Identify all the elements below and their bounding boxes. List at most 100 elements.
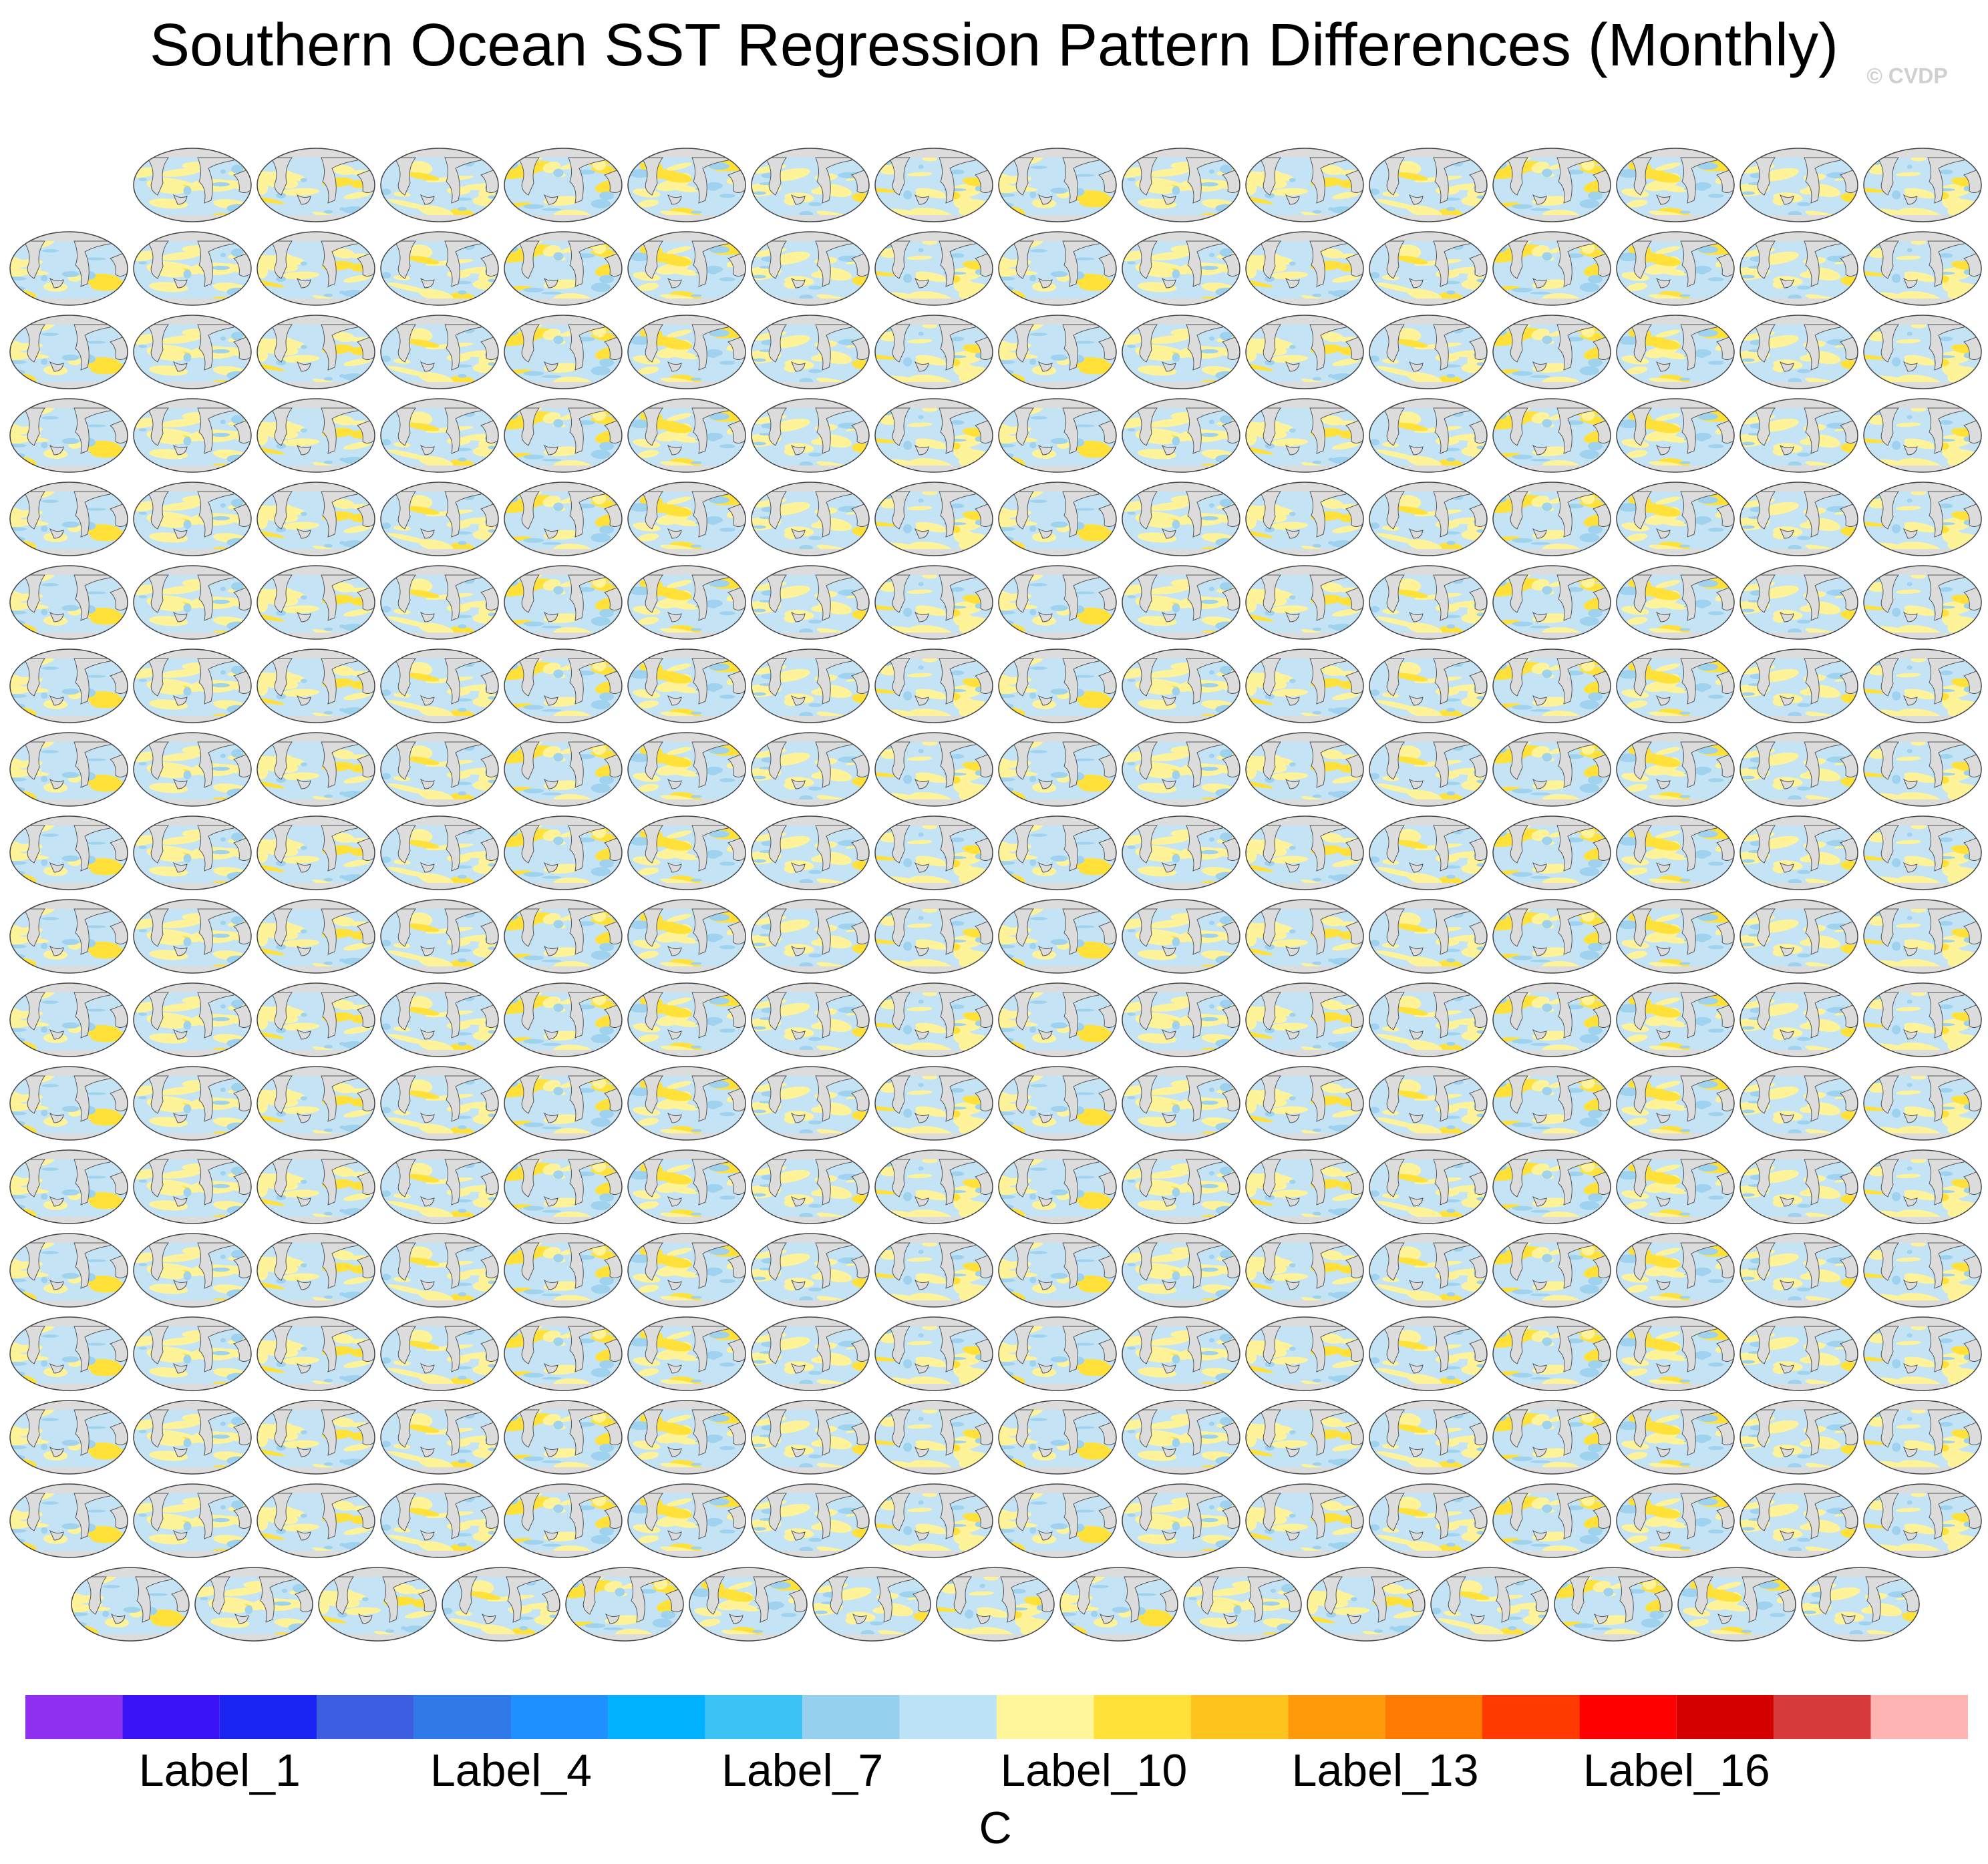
map-panel	[241, 816, 385, 900]
map-panel	[1230, 983, 1374, 1067]
map-panel	[1617, 733, 1752, 808]
map-panel	[852, 1317, 993, 1394]
map-panel	[1617, 1150, 1752, 1226]
map-panel	[628, 1150, 764, 1226]
map-panel	[488, 1307, 633, 1394]
map-panel	[1729, 466, 1880, 579]
map-panel	[1110, 558, 1254, 646]
map-panel	[852, 315, 993, 392]
map-panel	[852, 1401, 993, 1477]
map-panel	[241, 1484, 385, 1568]
map-panel	[1230, 1317, 1374, 1401]
map-panel	[365, 649, 512, 745]
colorbar-box	[997, 1695, 1094, 1739]
map-panel	[0, 649, 134, 733]
colorbar-label: Label_7	[721, 1745, 883, 1796]
map-panel	[689, 1567, 825, 1643]
map-panel	[1729, 383, 1880, 496]
map-panel	[852, 482, 993, 559]
colorbar-box	[1774, 1695, 1871, 1739]
map-panel	[0, 1484, 134, 1567]
map-panel	[970, 148, 1122, 232]
map-panel	[628, 1401, 764, 1476]
map-panel	[628, 315, 764, 391]
map-panel	[741, 1134, 891, 1247]
map-panel	[1230, 315, 1374, 399]
map-panel	[802, 1551, 953, 1664]
colorbar-box	[1288, 1695, 1385, 1739]
map-panel	[365, 1150, 512, 1246]
map-panel	[1617, 983, 1752, 1059]
map-panel	[628, 816, 764, 892]
map-panel	[1110, 1393, 1254, 1481]
map-panel	[1354, 1234, 1500, 1330]
map-panel	[303, 1567, 447, 1652]
map-panel	[741, 216, 891, 329]
map-panel	[43, 1567, 194, 1651]
colorbar-box	[25, 1695, 123, 1739]
colorbar-box	[705, 1695, 803, 1739]
colorbar-label: Label_4	[430, 1745, 592, 1796]
map-panel	[1354, 232, 1500, 328]
map-panel	[970, 649, 1122, 733]
map-panel	[1230, 1484, 1374, 1568]
map-panel	[852, 1234, 993, 1310]
map-panel	[1477, 806, 1622, 893]
map-panel	[852, 566, 993, 642]
map-panel	[365, 1317, 512, 1413]
map-panel	[122, 1143, 265, 1230]
colorbar-box	[802, 1695, 900, 1739]
map-panel	[122, 725, 265, 813]
map-panel	[488, 556, 633, 642]
map-panel	[1841, 1234, 1982, 1310]
map-panel	[1110, 391, 1254, 479]
map-panel	[741, 633, 891, 746]
map-panel	[970, 399, 1122, 482]
map-panel	[852, 399, 993, 476]
map-panel	[1110, 642, 1254, 729]
map-panel	[628, 399, 764, 474]
map-panel	[1617, 1401, 1752, 1476]
map-panel	[970, 232, 1122, 315]
map-panel	[1354, 399, 1500, 495]
map-panel	[488, 138, 633, 225]
watermark: © CVDP	[1866, 63, 1947, 87]
map-panel	[628, 1317, 764, 1392]
map-panel	[1477, 723, 1622, 809]
colorbar-box	[899, 1695, 997, 1739]
map-panel	[1477, 1140, 1622, 1227]
map-panel	[241, 482, 385, 566]
map-panel	[365, 900, 512, 996]
map-panel	[1729, 1051, 1880, 1163]
map-panel	[1354, 148, 1500, 244]
map-panel	[427, 1567, 573, 1664]
map-panel	[628, 649, 764, 725]
map-panel	[365, 983, 512, 1079]
map-panel	[1841, 315, 1982, 392]
map-panel	[741, 132, 891, 245]
map-panel	[365, 1401, 512, 1497]
map-panel	[741, 1468, 891, 1581]
figure-title: Southern Ocean SST Regression Pattern Di…	[150, 12, 1838, 79]
map-panel	[0, 900, 134, 983]
map-panel	[122, 1226, 265, 1314]
map-panel	[122, 1477, 265, 1564]
map-panel	[488, 973, 633, 1060]
colorbar-box	[1676, 1695, 1774, 1739]
map-panel	[1841, 816, 1982, 893]
map-panel	[1230, 566, 1374, 650]
map-panel	[1230, 1401, 1374, 1485]
map-panel	[1841, 1401, 1982, 1477]
map-panel	[1729, 633, 1880, 746]
map-panel	[1477, 1474, 1622, 1561]
map-panel	[1354, 1317, 1500, 1413]
map-panel	[1354, 816, 1500, 912]
map-panel	[1841, 1150, 1982, 1227]
map-panel	[1230, 1150, 1374, 1234]
map-panel	[488, 305, 633, 392]
map-panel	[852, 733, 993, 809]
map-panel	[241, 566, 385, 650]
map-panel	[488, 1224, 633, 1310]
map-panel	[852, 900, 993, 976]
map-panel	[1729, 1468, 1880, 1581]
